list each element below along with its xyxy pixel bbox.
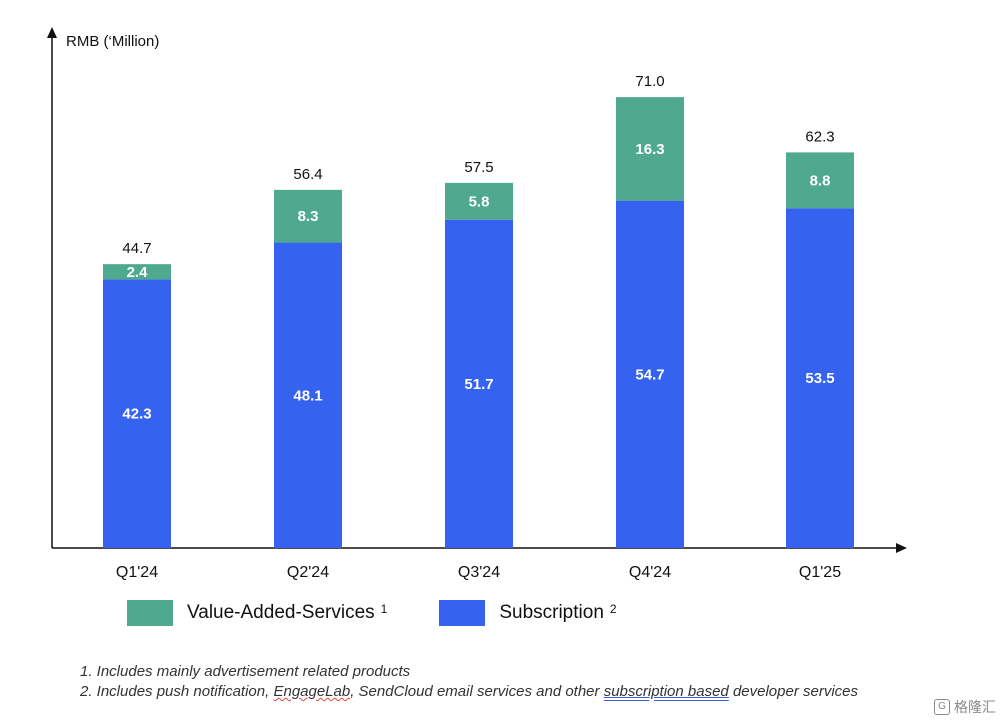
legend-label-vas: Value-Added-Services (187, 602, 375, 623)
bar-vas-2 (274, 189, 342, 243)
watermark: G 格隆汇 (934, 697, 996, 717)
footnote-2-mid: , SendCloud email services and other (350, 683, 604, 700)
bar-vas-5 (786, 152, 854, 209)
x-tick-label-5: Q1'25 (799, 564, 841, 581)
bars-group: 42.3 2.4 44.7 Q1'24 48.1 8.3 56.4 Q2'24 51.7 5.8 5… (103, 73, 854, 581)
footnote-1: 1. Includes mainly advertisement related… (80, 663, 411, 680)
bar-total-5: 62.3 (805, 128, 834, 145)
footnote-2: 2. Includes push notification, EngageLab… (80, 682, 858, 702)
x-tick-label-3: Q3'24 (458, 564, 500, 581)
footnote-2-engagelab: EngageLab (273, 683, 351, 700)
bar-label-subscription-2: 48.1 (293, 387, 322, 404)
x-axis-arrow (896, 543, 907, 553)
y-axis-arrow (47, 27, 57, 38)
bar-label-subscription-4: 54.7 (635, 366, 664, 383)
bar-label-vas-5: 8.8 (810, 172, 831, 189)
bar-label-vas-4: 16.3 (635, 141, 664, 158)
bar-total-3: 57.5 (464, 159, 493, 176)
bar-label-subscription-3: 51.7 (464, 376, 493, 393)
x-tick-label-4: Q4'24 (629, 564, 671, 581)
stacked-bar-chart: RMB (‘Million) 42.3 2.4 44.7 Q1'24 48.1 8.3 56… (47, 27, 907, 581)
footnote-2-prefix: 2. Includes push notification, (80, 683, 274, 700)
legend-swatch-subscription (439, 600, 486, 626)
bar-total-4: 71.0 (635, 73, 664, 90)
bar-vas-1 (103, 264, 171, 280)
watermark-logo-icon: G (934, 699, 950, 715)
x-tick-label-2: Q2'24 (287, 564, 329, 581)
footnote-2-suffix: developer services (728, 683, 859, 700)
bar-subscription-5 (786, 208, 854, 548)
watermark-text: 格隆汇 (954, 699, 996, 715)
bar-label-subscription-5: 53.5 (805, 370, 834, 387)
bar-subscription-1 (103, 279, 171, 548)
bar-label-vas-1: 2.4 (127, 264, 149, 281)
bar-subscription-4 (616, 200, 684, 548)
bar-vas-4 (616, 97, 684, 201)
bar-subscription-2 (274, 242, 342, 548)
bar-label-vas-3: 5.8 (469, 193, 490, 210)
legend-item-subscription: Subscription 2 (439, 600, 617, 626)
x-tick-label-1: Q1'24 (116, 564, 158, 581)
footnotes: 1. Includes mainly advertisement related… (80, 662, 858, 702)
legend-label-subscription: Subscription (499, 602, 604, 623)
legend-swatch-vas (127, 600, 173, 626)
legend-footnote-vas: 1 (380, 602, 388, 616)
bar-vas-3 (445, 182, 513, 220)
bar-label-subscription-1: 42.3 (122, 406, 151, 423)
bar-total-1: 44.7 (122, 240, 151, 257)
bar-subscription-3 (445, 219, 513, 548)
footnote-2-subscription-based: subscription based (603, 683, 729, 700)
legend-footnote-subscription: 2 (609, 602, 617, 616)
bar-total-2: 56.4 (293, 166, 322, 183)
legend: Value-Added-Services 1 Subscription 2 (127, 600, 617, 626)
bar-label-vas-2: 8.3 (298, 208, 319, 225)
legend-item-vas: Value-Added-Services 1 (127, 600, 387, 626)
y-axis-label: RMB (‘Million) (66, 33, 159, 50)
